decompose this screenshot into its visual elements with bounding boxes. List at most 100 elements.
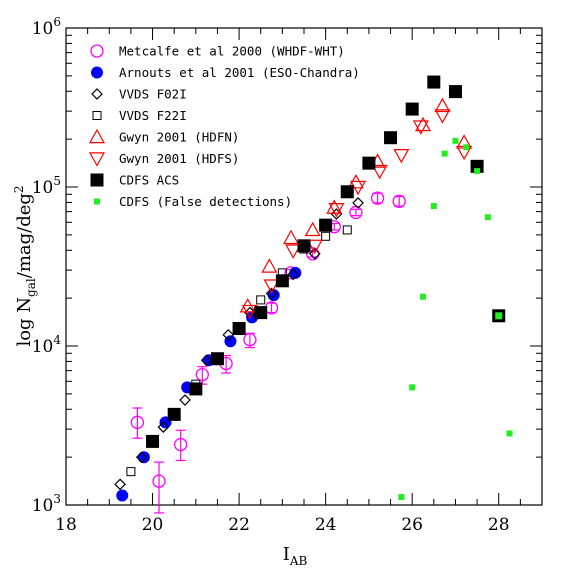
data-point	[189, 382, 203, 396]
data-point	[352, 197, 364, 209]
data-point	[392, 194, 406, 208]
data-point	[420, 293, 426, 300]
data-point	[261, 258, 278, 273]
data-point	[434, 109, 451, 124]
legend-item: VVDS F02I	[91, 87, 187, 102]
x-tick-label: 22	[228, 515, 250, 535]
data-series	[114, 75, 513, 514]
data-point	[137, 451, 150, 464]
y-tick-label: 103	[32, 492, 61, 516]
data-point	[452, 137, 459, 144]
data-point	[330, 208, 343, 220]
data-point	[427, 75, 441, 89]
data-point	[241, 304, 258, 320]
legend-item: Gwyn 2001 (HDFS)	[88, 151, 239, 167]
data-point	[441, 150, 448, 157]
legend-label: Gwyn 2001 (HDFS)	[119, 151, 239, 166]
data-point	[152, 474, 166, 488]
data-point	[484, 214, 491, 221]
data-point	[393, 149, 410, 164]
data-point	[126, 467, 136, 477]
data-point	[384, 131, 398, 145]
legend-marker	[90, 173, 104, 187]
y-tick-label: 106	[32, 15, 61, 39]
data-point	[254, 306, 268, 320]
data-point	[321, 231, 331, 241]
data-point	[116, 489, 129, 502]
legend-marker	[94, 198, 100, 205]
data-point	[232, 322, 246, 336]
data-point	[297, 239, 311, 253]
legend-item: VVDS F22I	[92, 108, 187, 123]
data-point	[370, 191, 385, 205]
legend-marker	[88, 152, 106, 167]
x-axis-title-main: I	[283, 544, 290, 565]
data-point	[371, 164, 388, 180]
x-tick-label: 28	[488, 515, 510, 535]
data-point	[506, 430, 513, 437]
legend-label: Metcalfe et al 2000 (WHDF-WHT)	[119, 44, 345, 59]
tick-labels: 18 20 22 24 26 28 103 104 105 106	[32, 15, 510, 535]
legend-item: CDFS ACS	[90, 173, 179, 188]
overlap-point	[495, 312, 503, 320]
x-tick-label: 18	[55, 515, 77, 535]
data-point	[114, 478, 126, 491]
x-tick-label: 26	[401, 515, 423, 535]
data-point	[130, 415, 145, 429]
data-point	[282, 229, 300, 245]
data-point	[195, 367, 209, 382]
data-point	[210, 352, 224, 366]
data-point	[200, 354, 213, 367]
data-point	[304, 221, 321, 237]
legend-marker	[88, 128, 106, 144]
data-point	[243, 332, 257, 347]
x-axis-title: IAB	[283, 544, 308, 568]
y-axis-title-main: log N	[14, 297, 35, 347]
data-point	[398, 494, 405, 501]
data-point	[340, 185, 354, 199]
data-point	[174, 437, 188, 452]
legend-item: Metcalfe et al 2000 (WHDF-WHT)	[90, 44, 345, 59]
data-point	[265, 287, 278, 300]
data-point	[157, 421, 170, 433]
data-point	[306, 239, 323, 255]
series-4	[239, 97, 473, 313]
data-point	[287, 268, 300, 281]
data-point	[463, 144, 470, 151]
series-3	[126, 225, 352, 477]
data-point	[275, 274, 289, 288]
data-point	[409, 384, 416, 391]
x-axis-title-sub: AB	[289, 554, 308, 568]
data-point	[350, 180, 367, 196]
series-0	[130, 191, 406, 514]
legend-label: VVDS F02I	[119, 87, 187, 102]
legend-label: VVDS F22I	[119, 108, 187, 123]
data-point	[222, 329, 235, 341]
data-point	[448, 85, 462, 99]
series-5	[241, 109, 473, 320]
y-tick-label: 104	[32, 333, 62, 357]
data-point	[135, 451, 148, 464]
y-axis-title-sup: 2	[12, 185, 26, 193]
data-point	[434, 97, 451, 113]
data-point	[285, 244, 302, 259]
data-point	[328, 203, 345, 218]
data-point	[308, 247, 321, 260]
legend-marker	[91, 88, 103, 100]
data-point	[146, 434, 160, 448]
legend: Metcalfe et al 2000 (WHDF-WHT) Arnouts et…	[88, 44, 360, 209]
legend-label: CDFS (False detections)	[119, 194, 292, 209]
legend-marker	[90, 44, 104, 58]
data-point	[470, 159, 484, 173]
y-axis-title-sub: gal	[24, 278, 38, 297]
data-point	[256, 295, 266, 305]
data-point	[405, 102, 419, 116]
y-axis-title: log Ngal/mag/deg2	[12, 185, 38, 346]
data-point	[430, 203, 437, 210]
y-axis-title-rest: /mag/deg	[14, 193, 35, 278]
axis-ticks	[65, 28, 543, 506]
legend-label: CDFS ACS	[119, 173, 179, 188]
legend-item: Arnouts et al 2001 (ESO-Chandra)	[91, 65, 360, 80]
legend-item: Gwyn 2001 (HDFN)	[88, 128, 239, 145]
